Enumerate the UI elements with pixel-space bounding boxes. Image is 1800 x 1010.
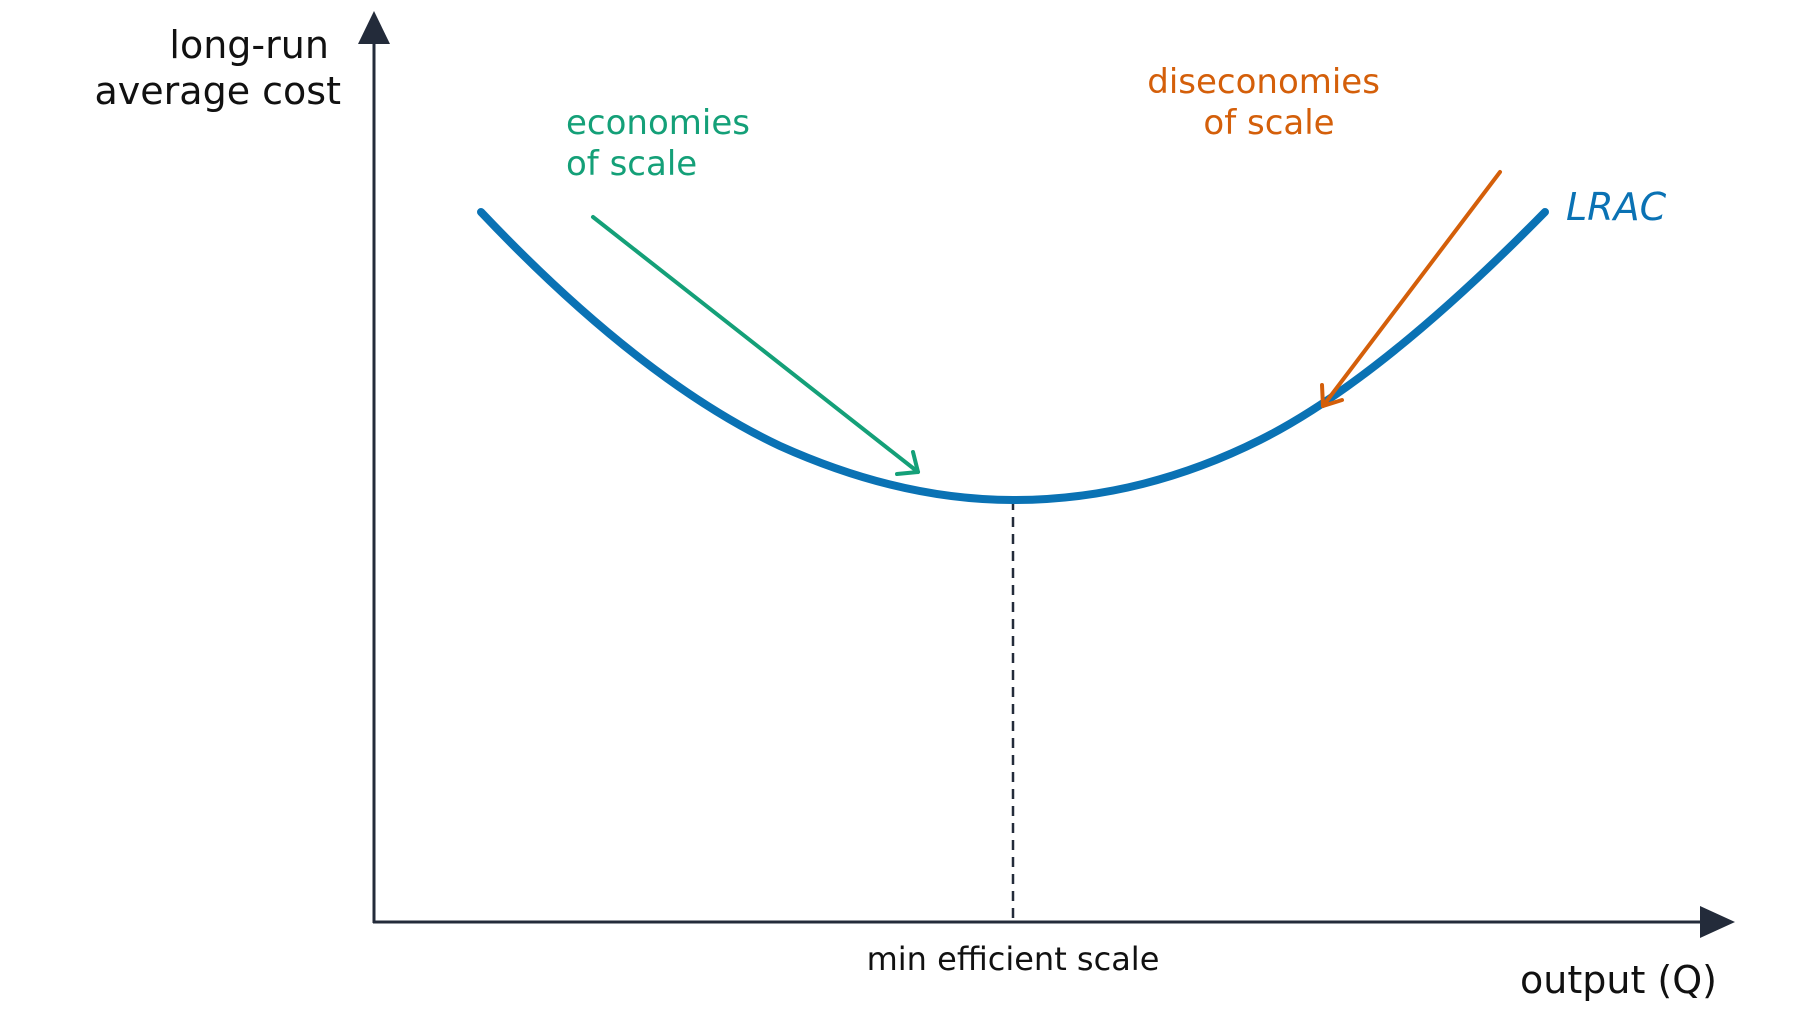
lrac-label: LRAC: [1566, 185, 1667, 229]
y-axis-label: long-run average cost: [95, 23, 341, 113]
economies-of-scale-line-2: of scale: [566, 144, 697, 184]
min-efficient-scale-label: min efficient scale: [867, 940, 1160, 978]
y-axis-label-line-1: long-run: [169, 23, 329, 67]
lrac-curve: [477, 208, 1549, 505]
diseconomies-arrow-head: [1320, 383, 1344, 408]
economies-arrow-head: [895, 450, 920, 476]
x-axis-label: output (Q): [1520, 958, 1717, 1002]
x-axis-arrowhead: [1700, 906, 1735, 938]
economies-of-scale-line-1: economies: [566, 103, 750, 143]
diseconomies-arrow-shaft: [1321, 170, 1502, 408]
y-axis-label-line-2: average cost: [95, 69, 341, 113]
y-axis-arrowhead: [358, 11, 390, 44]
diseconomies-of-scale-label: diseconomies of scale: [1147, 62, 1391, 143]
diseconomies-of-scale-line-1: diseconomies: [1147, 62, 1380, 102]
economies-arrow-shaft: [591, 215, 920, 474]
economies-of-scale-label: economies of scale: [566, 103, 761, 184]
diseconomies-of-scale-line-2: of scale: [1203, 103, 1334, 143]
